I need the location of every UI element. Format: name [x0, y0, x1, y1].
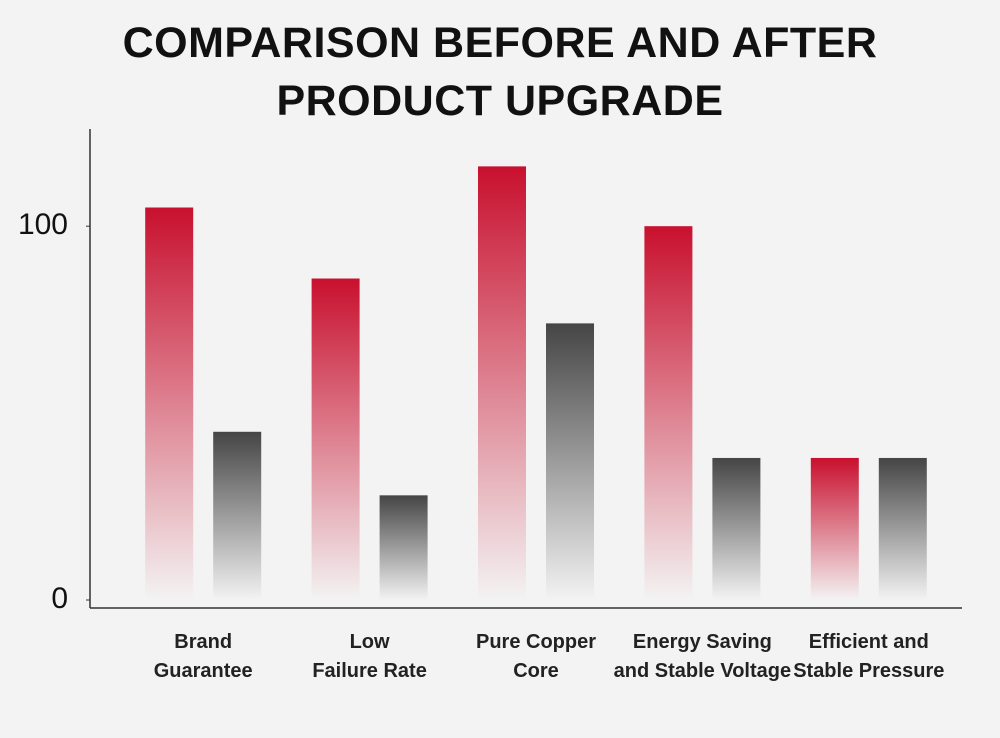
- bar: [145, 207, 194, 600]
- bar: [810, 457, 859, 600]
- x-tick-label: Low Failure Rate: [312, 631, 427, 682]
- chart-title: COMPARISON BEFORE AND AFTER PRODUCT UPGR…: [122, 19, 878, 125]
- bar: [213, 431, 262, 600]
- x-tick-label: Pure Copper Core: [475, 631, 597, 682]
- x-tick-label: Efficient and Stable Pressure: [793, 631, 945, 682]
- bar: [379, 495, 428, 600]
- bar: [644, 226, 693, 600]
- bar: [478, 166, 526, 600]
- bar: [878, 457, 927, 600]
- x-tick-label: Brand Guarantee: [153, 631, 253, 682]
- bar: [546, 323, 594, 600]
- y-tick-label: 100: [18, 208, 68, 241]
- bar: [311, 278, 360, 600]
- bar: [712, 457, 761, 600]
- y-tick-label: 0: [51, 582, 68, 615]
- x-tick-label: Energy Saving and Stable Voltage: [613, 631, 792, 682]
